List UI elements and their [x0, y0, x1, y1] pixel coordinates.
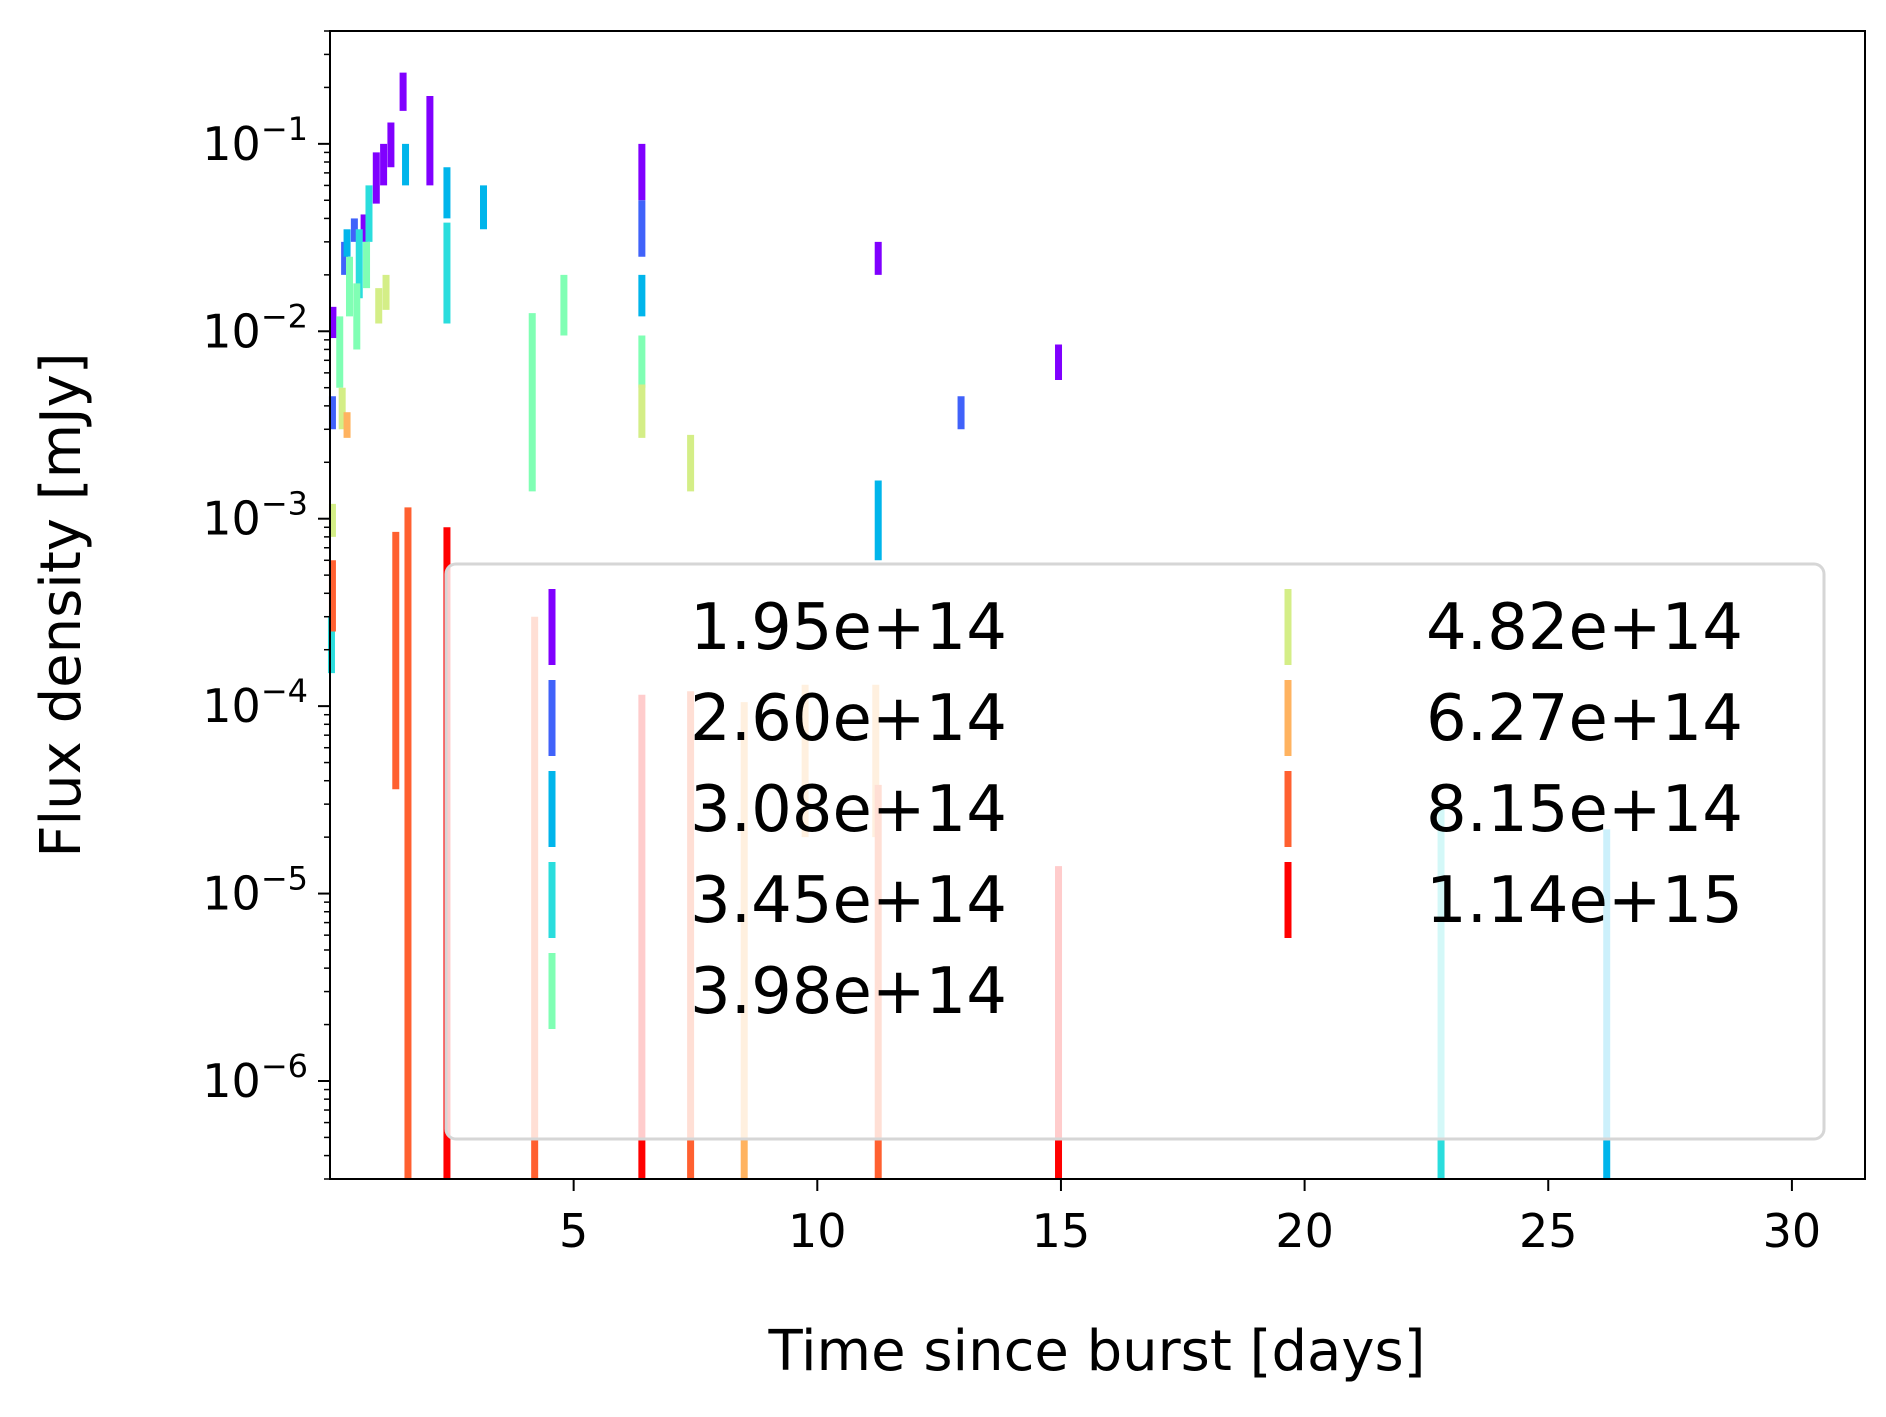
y-tick-label: 10−4	[202, 672, 308, 733]
legend: 1.95e+14 2.60e+14 3.08e+14 3.45e+14 3.98e+14…	[444, 562, 1826, 1141]
x-tick-label: 20	[1275, 1204, 1334, 1258]
plot-frame	[329, 30, 1866, 1180]
legend-box	[444, 562, 1826, 1141]
y-tick-label: 10−3	[202, 485, 308, 546]
y-tick-label: 10−6	[202, 1047, 308, 1108]
legend-label: 1.95e+14	[690, 591, 1007, 665]
y-tick-label: 10−1	[202, 110, 308, 171]
x-axis: 5 10 15 20 25 30	[559, 1179, 1821, 1258]
x-tick-label: 10	[788, 1204, 847, 1258]
x-tick-label: 25	[1519, 1204, 1578, 1258]
legend-label: 2.60e+14	[690, 682, 1007, 756]
y-axis: 10−1 10−2 10−3 10−4 10−5 10−6	[202, 30, 330, 1180]
legend-label: 6.27e+14	[1426, 682, 1743, 756]
x-tick-label: 5	[559, 1204, 588, 1258]
x-tick-label: 15	[1032, 1204, 1091, 1258]
y-tick-label: 10−5	[202, 860, 308, 921]
y-axis-label: Flux density [mJy]	[29, 352, 94, 857]
y-tick-label: 10−2	[202, 297, 308, 358]
legend-label: 1.14e+15	[1426, 864, 1743, 938]
x-axis-label: Time since burst [days]	[768, 1319, 1426, 1384]
legend-label: 3.98e+14	[690, 955, 1007, 1029]
legend-label: 4.82e+14	[1426, 591, 1743, 665]
legend-label: 8.15e+14	[1426, 773, 1743, 847]
legend-label: 3.45e+14	[690, 864, 1007, 938]
legend-label: 3.08e+14	[690, 773, 1007, 847]
x-tick-label: 30	[1763, 1204, 1822, 1258]
